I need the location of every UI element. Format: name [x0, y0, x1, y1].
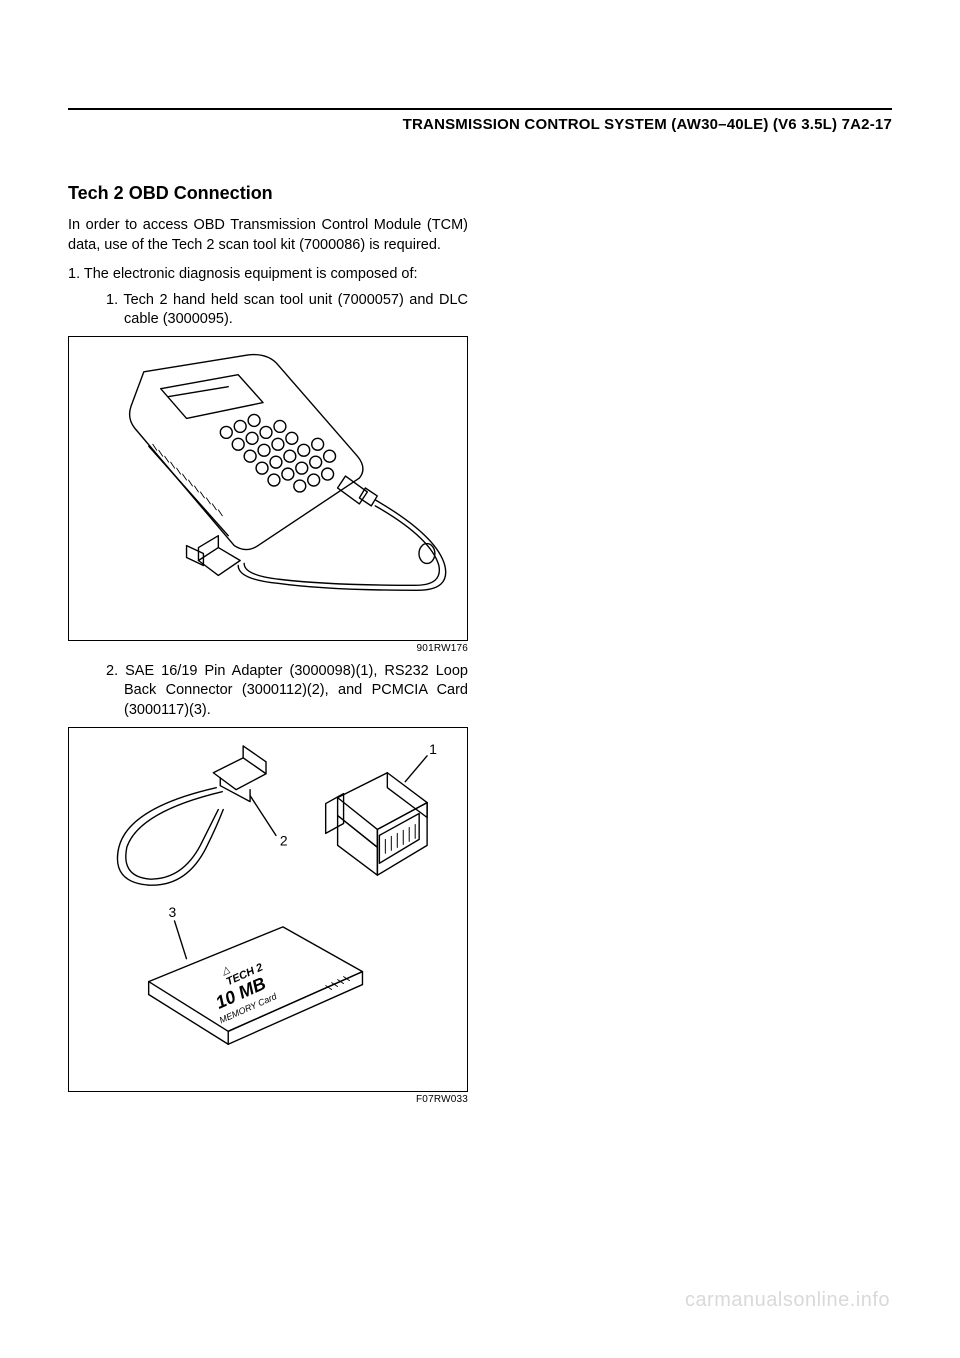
page-header: TRANSMISSION CONTROL SYSTEM (AW30–40LE) …: [68, 116, 892, 133]
list-item-1-1: 1. Tech 2 hand held scan tool unit (7000…: [68, 291, 468, 330]
figure-1-caption: 901RW176: [68, 643, 468, 654]
scanner-illustration: [69, 337, 467, 635]
label-3: 3: [169, 903, 177, 919]
figure-2-caption: F07RW033: [68, 1094, 468, 1105]
intro-paragraph: In order to access OBD Transmission Cont…: [68, 216, 468, 255]
list-item-1: 1. The electronic diagnosis equipment is…: [68, 265, 468, 285]
list-item-1-2: 2. SAE 16/19 Pin Adapter (3000098)(1), R…: [68, 662, 468, 721]
figure-2: 2: [68, 727, 468, 1092]
header-rule: [68, 108, 892, 110]
accessories-illustration: 2: [69, 728, 467, 1086]
figure-1: [68, 336, 468, 641]
label-1: 1: [429, 740, 437, 756]
watermark: carmanualsonline.info: [685, 1289, 890, 1312]
section-title: Tech 2 OBD Connection: [68, 183, 468, 204]
label-2: 2: [280, 832, 288, 848]
content-column: Tech 2 OBD Connection In order to access…: [68, 183, 468, 1105]
